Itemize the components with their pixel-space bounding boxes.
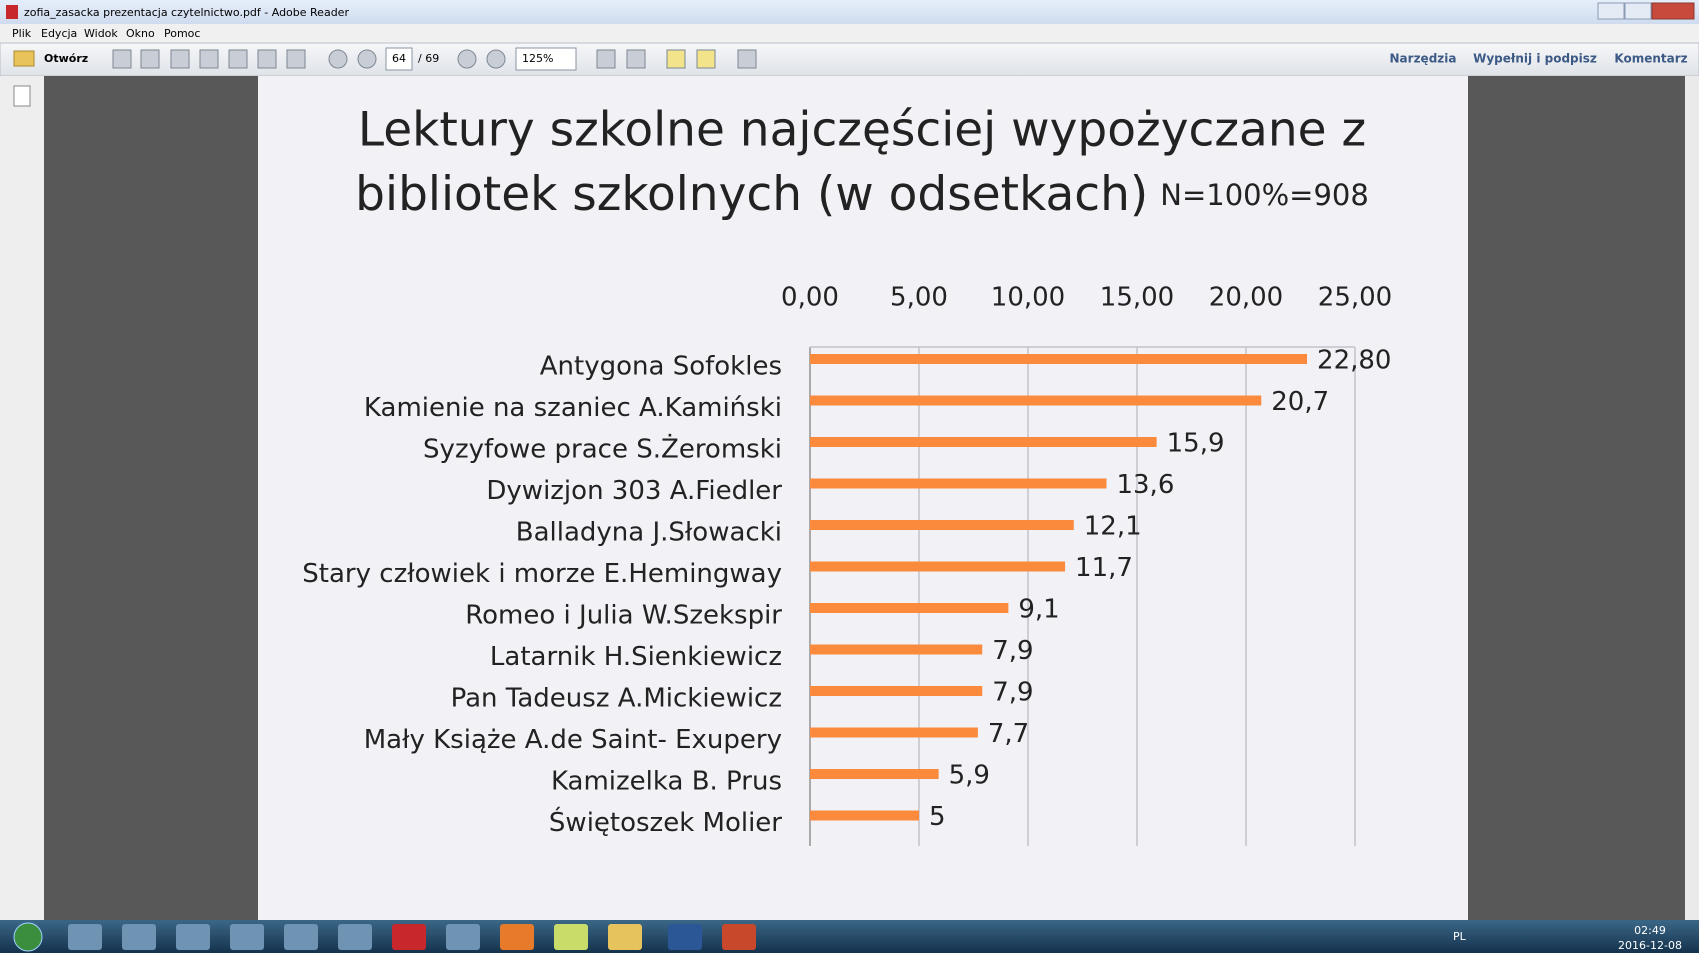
workspace-left — [44, 76, 258, 920]
bar — [810, 478, 1107, 489]
chart-title-line: bibliotek szkolnych (w odsetkach) N=100%=… — [355, 167, 1369, 222]
bar — [810, 769, 939, 779]
value-label: 9,1 — [1018, 595, 1059, 625]
open-icon[interactable] — [13, 50, 35, 67]
category-label: Kamienie na szaniec A.Kamiński — [364, 393, 782, 423]
zoom-value[interactable]: 125% — [522, 52, 553, 65]
menu-item[interactable]: Edycja — [41, 27, 77, 40]
x-tick-label: 20,00 — [1209, 283, 1283, 313]
menu-item[interactable]: Widok — [84, 27, 118, 40]
window-title: zofia_zasacka prezentacja czytelnictwo.p… — [24, 6, 349, 19]
bar — [810, 437, 1157, 447]
close-button[interactable] — [1651, 2, 1695, 20]
bar — [810, 561, 1066, 572]
value-label: 12,1 — [1084, 512, 1142, 542]
tools-button[interactable]: Narzędzia — [1390, 52, 1457, 66]
bar — [810, 354, 1308, 364]
x-tick-label: 15,00 — [1100, 283, 1174, 313]
value-label: 15,9 — [1167, 429, 1225, 459]
value-label: 7,9 — [992, 678, 1033, 708]
menu-item[interactable]: Okno — [126, 27, 155, 40]
value-label: 7,7 — [988, 719, 1029, 749]
category-label: Latarnik H.Sienkiewicz — [490, 642, 782, 672]
comment-button[interactable]: Komentarz — [1614, 52, 1687, 66]
category-label: Świętoszek Molier — [549, 806, 782, 838]
category-label: Stary człowiek i morze E.Hemingway — [302, 559, 782, 589]
pages-icon[interactable] — [13, 85, 31, 107]
bar — [810, 520, 1074, 530]
menu-bar — [0, 24, 1699, 43]
toolbar-icons — [112, 49, 757, 69]
language[interactable]: PL — [1453, 930, 1467, 943]
category-label: Dywizjon 303 A.Fiedler — [486, 476, 782, 506]
chart: Lektury szkolne najczęściej wypożyczane … — [302, 103, 1392, 846]
fill-sign-button[interactable]: Wypełnij i podpisz — [1473, 52, 1597, 66]
value-label: 5,9 — [949, 761, 990, 791]
x-tick-label: 0,00 — [781, 283, 839, 313]
x-tick-label: 5,00 — [890, 283, 948, 313]
value-label: 20,7 — [1271, 387, 1329, 417]
app-icon — [6, 5, 18, 19]
page-total: / 69 — [418, 52, 439, 65]
bar — [810, 810, 919, 821]
taskbar-apps — [68, 924, 756, 950]
menu-item[interactable]: Plik — [12, 27, 32, 40]
value-label: 22,80 — [1317, 346, 1391, 376]
x-tick-label: 25,00 — [1318, 283, 1392, 313]
chart-title-line: Lektury szkolne najczęściej wypożyczane … — [358, 103, 1366, 158]
value-label: 11,7 — [1075, 553, 1133, 583]
value-label: 5 — [929, 802, 946, 832]
page-input[interactable] — [385, 47, 413, 71]
clock-time[interactable]: 02:49 — [1634, 924, 1666, 937]
open-button[interactable]: Otwórz — [44, 52, 88, 65]
category-label: Pan Tadeusz A.Mickiewicz — [451, 684, 782, 714]
bar — [810, 727, 978, 738]
menu-item[interactable]: Pomoc — [164, 27, 200, 40]
taskbar — [0, 920, 1699, 953]
toolbar — [0, 42, 1699, 77]
category-label: Mały Książe A.de Saint- Exupery — [364, 725, 782, 755]
category-label: Syzyfowe prace S.Żeromski — [423, 433, 782, 465]
category-label: Balladyna J.Słowacki — [516, 518, 782, 548]
bar — [810, 686, 983, 696]
side-panel — [0, 76, 44, 920]
bar — [810, 395, 1262, 406]
x-tick-label: 10,00 — [991, 283, 1065, 313]
minimize-button[interactable] — [1597, 2, 1625, 20]
category-label: Kamizelka B. Prus — [551, 767, 782, 797]
clock-date[interactable]: 2016-12-08 — [1618, 939, 1682, 952]
chart-subtitle: N=100%=908 — [1160, 178, 1369, 212]
scrollbar[interactable] — [1685, 76, 1699, 920]
maximize-button[interactable] — [1624, 2, 1652, 20]
category-label: Antygona Sofokles — [540, 352, 782, 382]
start-button[interactable] — [13, 922, 43, 952]
bar — [810, 644, 983, 655]
pdf-page — [258, 76, 1468, 920]
category-label: Romeo i Julia W.Szekspir — [465, 601, 782, 631]
value-label: 13,6 — [1116, 470, 1174, 500]
title-bar — [0, 0, 1699, 24]
page-number[interactable]: 64 — [392, 52, 406, 65]
zoom-box[interactable] — [515, 47, 577, 71]
value-label: 7,9 — [992, 636, 1033, 666]
bar — [810, 603, 1009, 613]
workspace-right — [1468, 76, 1685, 920]
